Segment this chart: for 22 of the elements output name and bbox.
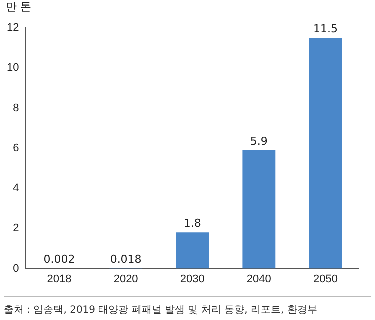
bar [176, 232, 210, 269]
bar [242, 150, 276, 269]
y-tick-label: 8 [13, 102, 20, 114]
x-tick-label: 2050 [313, 273, 338, 286]
x-tick-label: 2020 [114, 273, 138, 286]
x-tick-label: 2040 [246, 273, 272, 286]
data-label: 0.002 [44, 253, 76, 266]
y-tick-label: 4 [13, 182, 20, 195]
y-tick-label: 2 [13, 222, 20, 235]
data-label: 0.018 [110, 252, 142, 266]
y-tick-label: 12 [6, 22, 20, 34]
x-tick-label: 2030 [180, 273, 205, 286]
source-note: 출처 : 임송택, 2019 태양광 폐패널 발생 및 처리 동향, 리포트, 환경부 [4, 296, 371, 317]
y-tick-label: 10 [6, 62, 20, 74]
y-axis-title: 만 톤 [6, 0, 32, 14]
data-label: 1.8 [184, 217, 202, 230]
x-tick-label: 2018 [47, 273, 72, 286]
y-tick-label: 6 [13, 142, 20, 154]
bar [309, 38, 342, 269]
data-label: 11.5 [313, 22, 338, 36]
y-tick-label: 0 [13, 262, 20, 275]
data-label: 5.9 [250, 134, 268, 148]
